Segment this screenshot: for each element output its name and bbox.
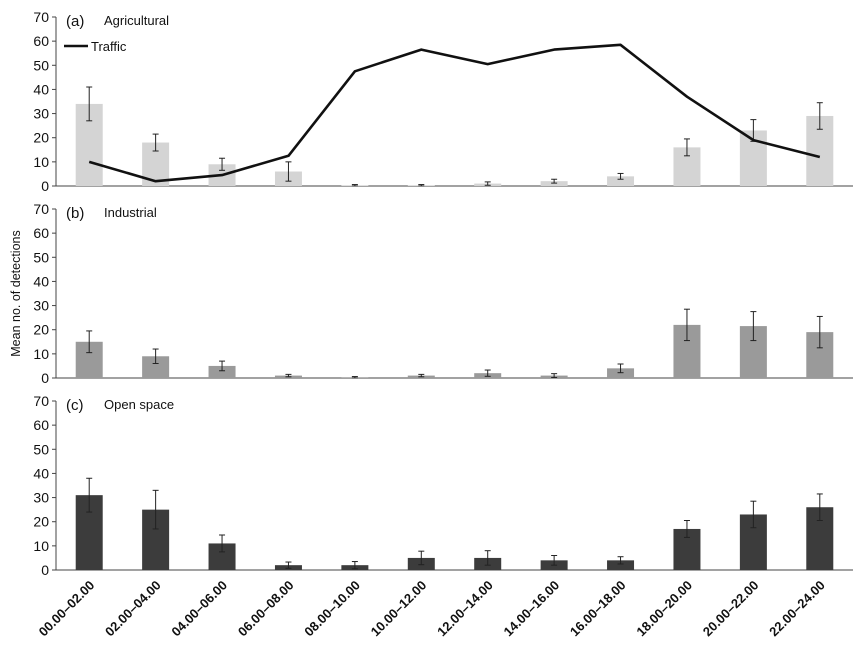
- panel-letter: (b): [66, 205, 84, 222]
- chart-panel-2: 0 10 20 30 40 50 60 70 (b) Industrial Mean no. of …: [9, 201, 853, 386]
- x-tick-label: 00.00–02.00: [36, 578, 98, 640]
- y-tick-label: 30: [33, 490, 49, 506]
- y-tick-label: 30: [33, 298, 49, 314]
- x-tick-label: 18.00–20.00: [633, 578, 695, 640]
- panel-title: Open space: [104, 397, 174, 412]
- x-tick-label: 04.00–06.00: [168, 578, 230, 640]
- x-tick-label: 20.00–22.00: [700, 578, 762, 640]
- y-tick-label: 10: [33, 346, 49, 362]
- y-tick-label: 10: [33, 154, 49, 170]
- panel-letter: (c): [66, 397, 84, 414]
- y-tick-label: 60: [33, 33, 49, 49]
- bar: [607, 176, 635, 186]
- y-tick-label: 70: [33, 393, 49, 409]
- y-tick-label: 20: [33, 514, 49, 530]
- panel-title: Agricultural: [104, 13, 169, 28]
- y-tick-label: 40: [33, 81, 49, 97]
- bar: [208, 365, 236, 378]
- x-tick-label: 02.00–04.00: [102, 578, 164, 640]
- y-tick-label: 0: [41, 178, 49, 194]
- y-tick-label: 20: [33, 322, 49, 338]
- y-tick-label: 20: [33, 130, 49, 146]
- y-tick-label: 0: [41, 370, 49, 386]
- bar: [142, 356, 170, 378]
- y-axis-label: Mean no. of detections: [9, 230, 23, 356]
- y-tick-label: 50: [33, 249, 49, 265]
- y-tick-label: 40: [33, 465, 49, 481]
- y-tick-label: 30: [33, 106, 49, 122]
- x-tick-label: 06.00–08.00: [235, 578, 297, 640]
- bar: [607, 560, 635, 570]
- chart-panel-1: 0 10 20 30 40 50 60 70 (a) Agricultural Traffic: [33, 9, 853, 194]
- x-tick-label: 10.00–12.00: [368, 578, 430, 640]
- x-tick-label: 12.00–14.00: [434, 578, 496, 640]
- x-tick-label: 08.00–10.00: [301, 578, 363, 640]
- panel-letter: (a): [66, 13, 84, 30]
- traffic-line: [88, 43, 821, 183]
- y-tick-label: 50: [33, 57, 49, 73]
- legend-label: Traffic: [91, 39, 127, 54]
- y-tick-label: 60: [33, 417, 49, 433]
- y-tick-label: 40: [33, 273, 49, 289]
- x-tick-label: 14.00–16.00: [501, 578, 563, 640]
- y-tick-label: 70: [33, 9, 49, 25]
- x-tick-label: 16.00–18.00: [567, 578, 629, 640]
- y-tick-label: 70: [33, 201, 49, 217]
- y-tick-label: 0: [41, 562, 49, 578]
- panel-title: Industrial: [104, 205, 157, 220]
- x-tick-label: 22.00–24.00: [766, 578, 828, 640]
- y-tick-label: 60: [33, 225, 49, 241]
- y-tick-label: 10: [33, 538, 49, 554]
- y-tick-label: 50: [33, 441, 49, 457]
